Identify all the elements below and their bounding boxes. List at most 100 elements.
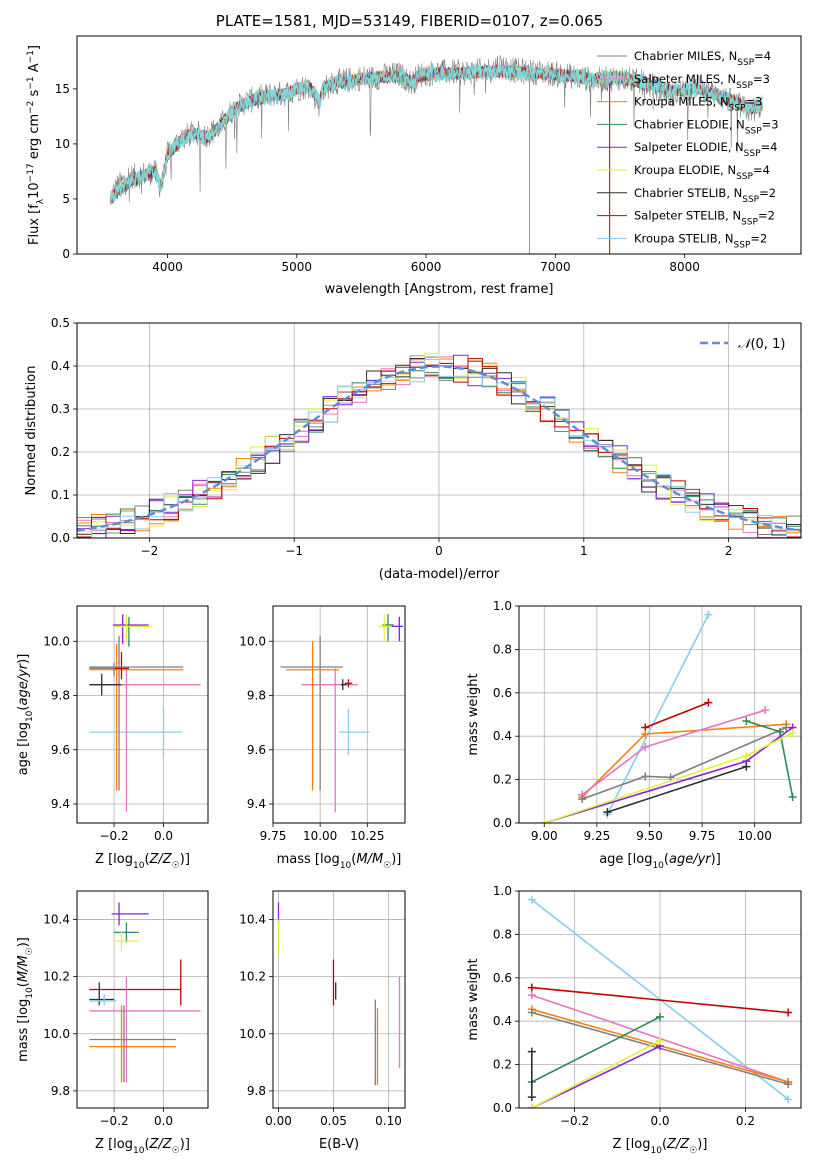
x-axis-label: age [log10(age/yr)] [599, 852, 721, 871]
y-tick-label: 1.0 [493, 884, 512, 898]
plus-marker [761, 706, 770, 715]
y-tick-label: 0.4 [493, 1014, 512, 1028]
panel-spectrum: 4000 5000 6000 7000 8000 0 5 10 15 Chabrier MILES… [26, 35, 802, 297]
legend-label: Kroupa ELODIE, NSSP=4 [634, 163, 770, 182]
plus-marker [704, 610, 713, 619]
y-tick-label: 5 [62, 192, 70, 206]
weight-series-6 [607, 765, 747, 813]
panel-mass_weight_vs_age: 9.00 9.25 9.50 9.75 10.00 0.0 0.2 0.4 0.6 0.8 1.0 a… [466, 599, 802, 871]
weight-series-0 [581, 726, 787, 800]
legend-label: Chabrier STELIB, NSSP=2 [634, 186, 776, 205]
errorbar-point [112, 614, 149, 644]
plus-marker [788, 792, 797, 801]
y-tick-label: 0.8 [493, 927, 512, 941]
y-tick-label: 9.6 [51, 743, 70, 757]
legend: Chabrier MILES, NSSP=4 Salpeter MILES, NS… [597, 49, 779, 250]
y-tick-label: 0.1 [51, 488, 70, 502]
legend-label: 𝒩(0, 1) [738, 337, 785, 352]
x-tick-label: −0.2 [100, 829, 129, 843]
x-tick-label: 0.0 [154, 829, 173, 843]
axes-frame [76, 322, 802, 539]
panel-mass_vs_Z: −0.2 0.0 9.8 10.0 10.2 10.4 Z [log10(Z/Z☉)] mas… [16, 890, 209, 1156]
errorbar-point [340, 679, 347, 691]
plus-marker [603, 808, 612, 817]
y-tick-label: 9.8 [247, 1084, 266, 1098]
errorbar-point [89, 662, 184, 677]
plus-marker [656, 1036, 664, 1045]
x-tick-label: 0.05 [320, 1114, 347, 1128]
errorbar-point [89, 635, 129, 791]
errorbar-point [89, 673, 122, 696]
y-tick-label: 1.0 [493, 599, 512, 613]
x-tick-label: 10.00 [738, 829, 772, 843]
plot-area [277, 902, 401, 1086]
y-tick-label: 0.0 [493, 816, 512, 830]
plot-area [110, 55, 763, 254]
plus-marker [666, 773, 675, 782]
x-tick-label: 0.0 [650, 1114, 669, 1128]
x-axis-label: Z [log10(Z/Z☉)] [613, 1137, 708, 1156]
y-tick-label: 9.8 [51, 689, 70, 703]
x-tick-label: 8000 [669, 260, 700, 274]
axes-frame [272, 890, 406, 1109]
y-tick-label: 9.6 [247, 743, 266, 757]
figure-title: PLATE=1581, MJD=53149, FIBERID=0107, z=0… [215, 12, 604, 30]
y-axis-label: age [log10(age/yr)] [16, 654, 35, 776]
x-axis-label: Z [log10(Z/Z☉)] [95, 852, 190, 871]
plus-marker [784, 1080, 793, 1089]
plus-marker [784, 1095, 793, 1104]
x-tick-label: 0.0 [154, 1114, 173, 1128]
plus-marker [527, 983, 536, 992]
x-axis-label: E(B-V) [319, 1137, 359, 1152]
legend-label: Chabrier MILES, NSSP=4 [634, 49, 771, 68]
errorbar-point [89, 668, 201, 813]
plus-marker [527, 1047, 536, 1056]
y-tick-label: 10.2 [239, 970, 266, 984]
plot-area [527, 895, 793, 1108]
model-spectrum-8 [110, 65, 763, 200]
plus-marker [527, 1093, 536, 1102]
x-axis-label: (data-model)/error [379, 567, 500, 582]
plus-marker [742, 762, 751, 771]
x-tick-label: 4000 [152, 260, 183, 274]
errorbar-point [114, 614, 152, 642]
y-tick-label: 10.4 [43, 913, 70, 927]
errorbar-point [89, 993, 117, 1006]
errorbar-point [114, 652, 129, 680]
plus-marker [527, 1104, 536, 1108]
plus-marker [742, 751, 751, 760]
y-tick-label: 10 [55, 137, 70, 151]
weight-series-5 [531, 1039, 661, 1108]
errorbar-point [89, 709, 183, 756]
plus-marker [788, 728, 797, 737]
legend-label: Salpeter ELODIE, NSSP=4 [634, 140, 777, 159]
plus-marker [641, 772, 650, 781]
plot-area [540, 610, 797, 823]
weight-series-7 [531, 986, 789, 1014]
y-axis-label: mass [log10(M/M☉)] [16, 937, 35, 1062]
y-tick-label: 15 [55, 82, 70, 96]
x-tick-label: 6000 [411, 260, 442, 274]
panel-mass_vs_EBV: 0.00 0.05 0.10 9.8 10.0 10.2 10.4 E(B-V) [239, 890, 406, 1152]
weight-series-8 [606, 614, 710, 815]
errorbar-point [389, 616, 404, 642]
plus-marker [527, 991, 536, 1000]
errorbar-point [89, 643, 184, 791]
y-tick-label: 0.3 [51, 402, 70, 416]
axes-frame [76, 35, 802, 255]
x-tick-label: −2 [141, 544, 159, 558]
errorbar-point [89, 959, 182, 1006]
plus-marker [784, 1008, 793, 1017]
weight-series-4 [544, 726, 794, 823]
legend-label: Kroupa MILES, NSSP=3 [634, 95, 762, 114]
x-tick-label: 9.25 [584, 829, 611, 843]
y-tick-label: 9.4 [247, 797, 266, 811]
best-model-spectrum [110, 63, 763, 204]
y-tick-label: 0.5 [51, 316, 70, 330]
errorbar-point [114, 930, 139, 951]
plus-marker [540, 819, 549, 823]
plus-marker [775, 727, 784, 736]
x-tick-label: 0 [435, 544, 443, 558]
x-tick-label: 0.00 [265, 1114, 292, 1128]
x-tick-label: 10.00 [303, 829, 337, 843]
